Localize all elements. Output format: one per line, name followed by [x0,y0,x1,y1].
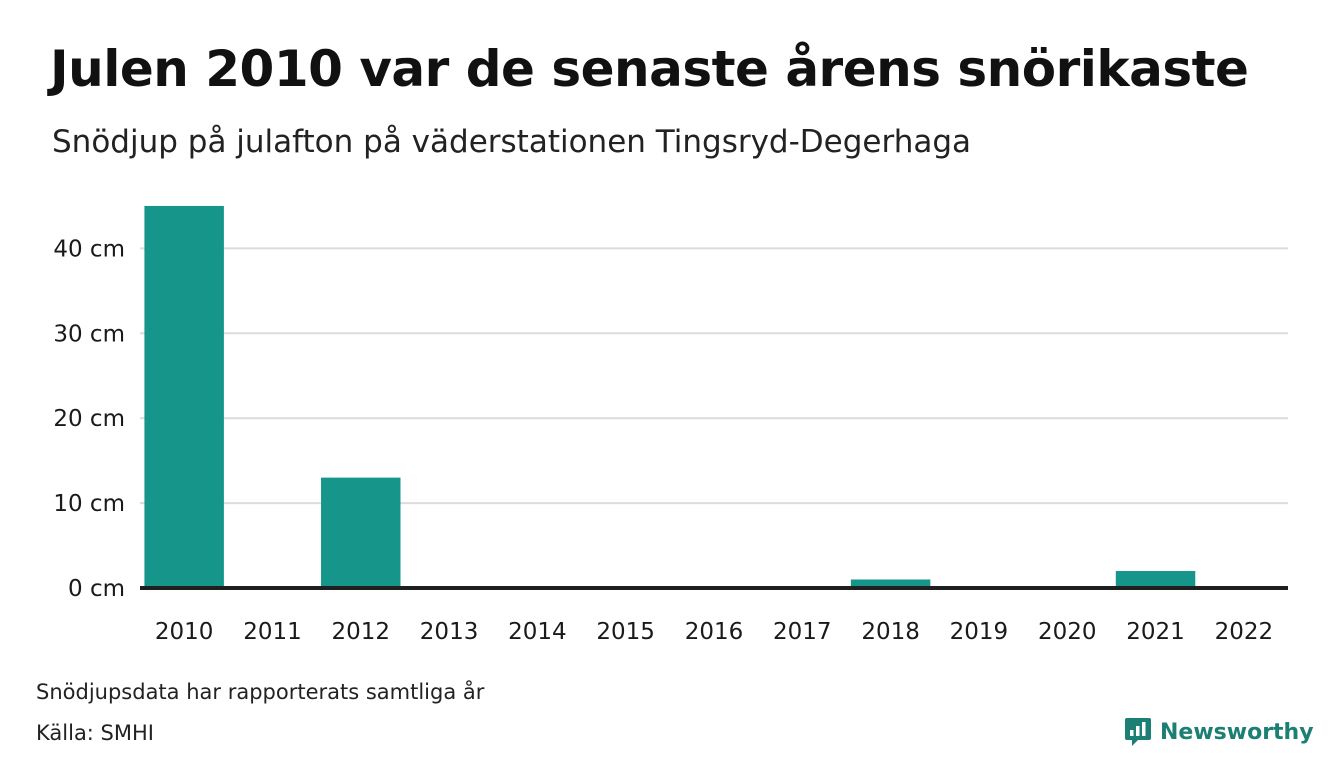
bars [144,205,1196,588]
y-tick-label: 20 cm [53,406,125,432]
x-tick-label: 2021 [1126,619,1185,645]
brand-logo: Newsworthy [1124,716,1314,748]
x-tick-label: 2017 [773,619,832,645]
x-tick-label: 2019 [950,619,1009,645]
x-tick-label: 2014 [508,619,567,645]
x-tick-label: 2016 [685,619,744,645]
y-tick-label: 30 cm [53,321,125,347]
bar-2021 [1115,571,1196,588]
axes: 0 cm 10 cm 20 cm 30 cm 40 cm 2010 2011 2012 2013… [53,236,1288,645]
y-tick-label: 10 cm [53,491,125,517]
x-tick-label: 2020 [1038,619,1097,645]
gridlines [140,247,1288,505]
bar-chart: 0 cm 10 cm 20 cm 30 cm 40 cm 2010 2011 2012 2013… [53,205,1288,645]
bar-2018 [850,579,931,588]
chart-subtitle: Snödjup på julafton på väderstationen Ti… [52,124,972,160]
x-tick-label: 2010 [155,619,214,645]
x-tick-label: 2011 [243,619,302,645]
x-tick-label: 2013 [420,619,479,645]
source-label: Källa: SMHI [36,721,154,745]
x-tick-label: 2015 [596,619,655,645]
chart-speech-bubble-icon [1125,718,1151,746]
y-tick-label: 0 cm [68,576,125,602]
chart-title: Julen 2010 var de senaste årens snörikas… [50,40,1249,98]
x-tick-label: 2022 [1215,619,1274,645]
x-tick-label: 2012 [331,619,390,645]
bar-2010 [144,205,224,588]
y-tick-label: 40 cm [53,236,125,262]
footnote: Snödjupsdata har rapporterats samtliga å… [36,680,485,704]
brand-name: Newsworthy [1160,719,1314,745]
x-tick-label: 2018 [861,619,920,645]
bar-2012 [321,477,401,588]
